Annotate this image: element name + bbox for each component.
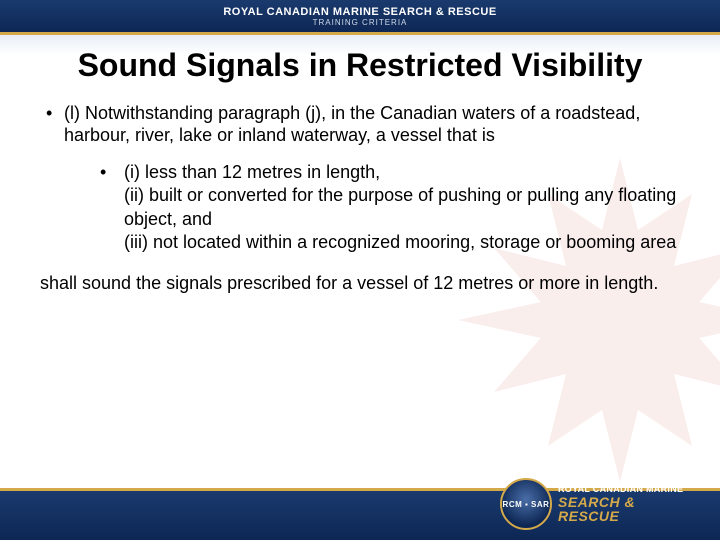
bullet1-text: (l) Notwithstanding paragraph (j), in th… (64, 102, 680, 147)
logo-roundel: RCM ▪ SAR (500, 478, 552, 530)
logo-line1: ROYAL CANADIAN MARINE (558, 485, 700, 494)
slide-content: Sound Signals in Restricted Visibility •… (0, 47, 720, 299)
bullet2-text: (i) less than 12 metres in length, (ii) … (124, 161, 680, 255)
top-banner: ROYAL CANADIAN MARINE SEARCH & RESCUE TR… (0, 0, 720, 32)
logo-line2: SEARCH & RESCUE (558, 495, 700, 523)
bullet-dot: • (40, 102, 64, 147)
bullet-level1: • (l) Notwithstanding paragraph (j), in … (40, 102, 680, 147)
logo-circle-text: RCM ▪ SAR (503, 500, 550, 509)
footer-logo: RCM ▪ SAR ROYAL CANADIAN MARINE SEARCH &… (500, 474, 700, 534)
bullet-dot: • (100, 161, 124, 255)
logo-wordmark: ROYAL CANADIAN MARINE SEARCH & RESCUE (558, 485, 700, 523)
bullet-level2: • (i) less than 12 metres in length, (ii… (100, 161, 680, 255)
closing-text: shall sound the signals prescribed for a… (40, 268, 680, 299)
header-sub: TRAINING CRITERIA (313, 18, 408, 27)
header-main: ROYAL CANADIAN MARINE SEARCH & RESCUE (223, 6, 496, 18)
slide-title: Sound Signals in Restricted Visibility (40, 47, 680, 84)
